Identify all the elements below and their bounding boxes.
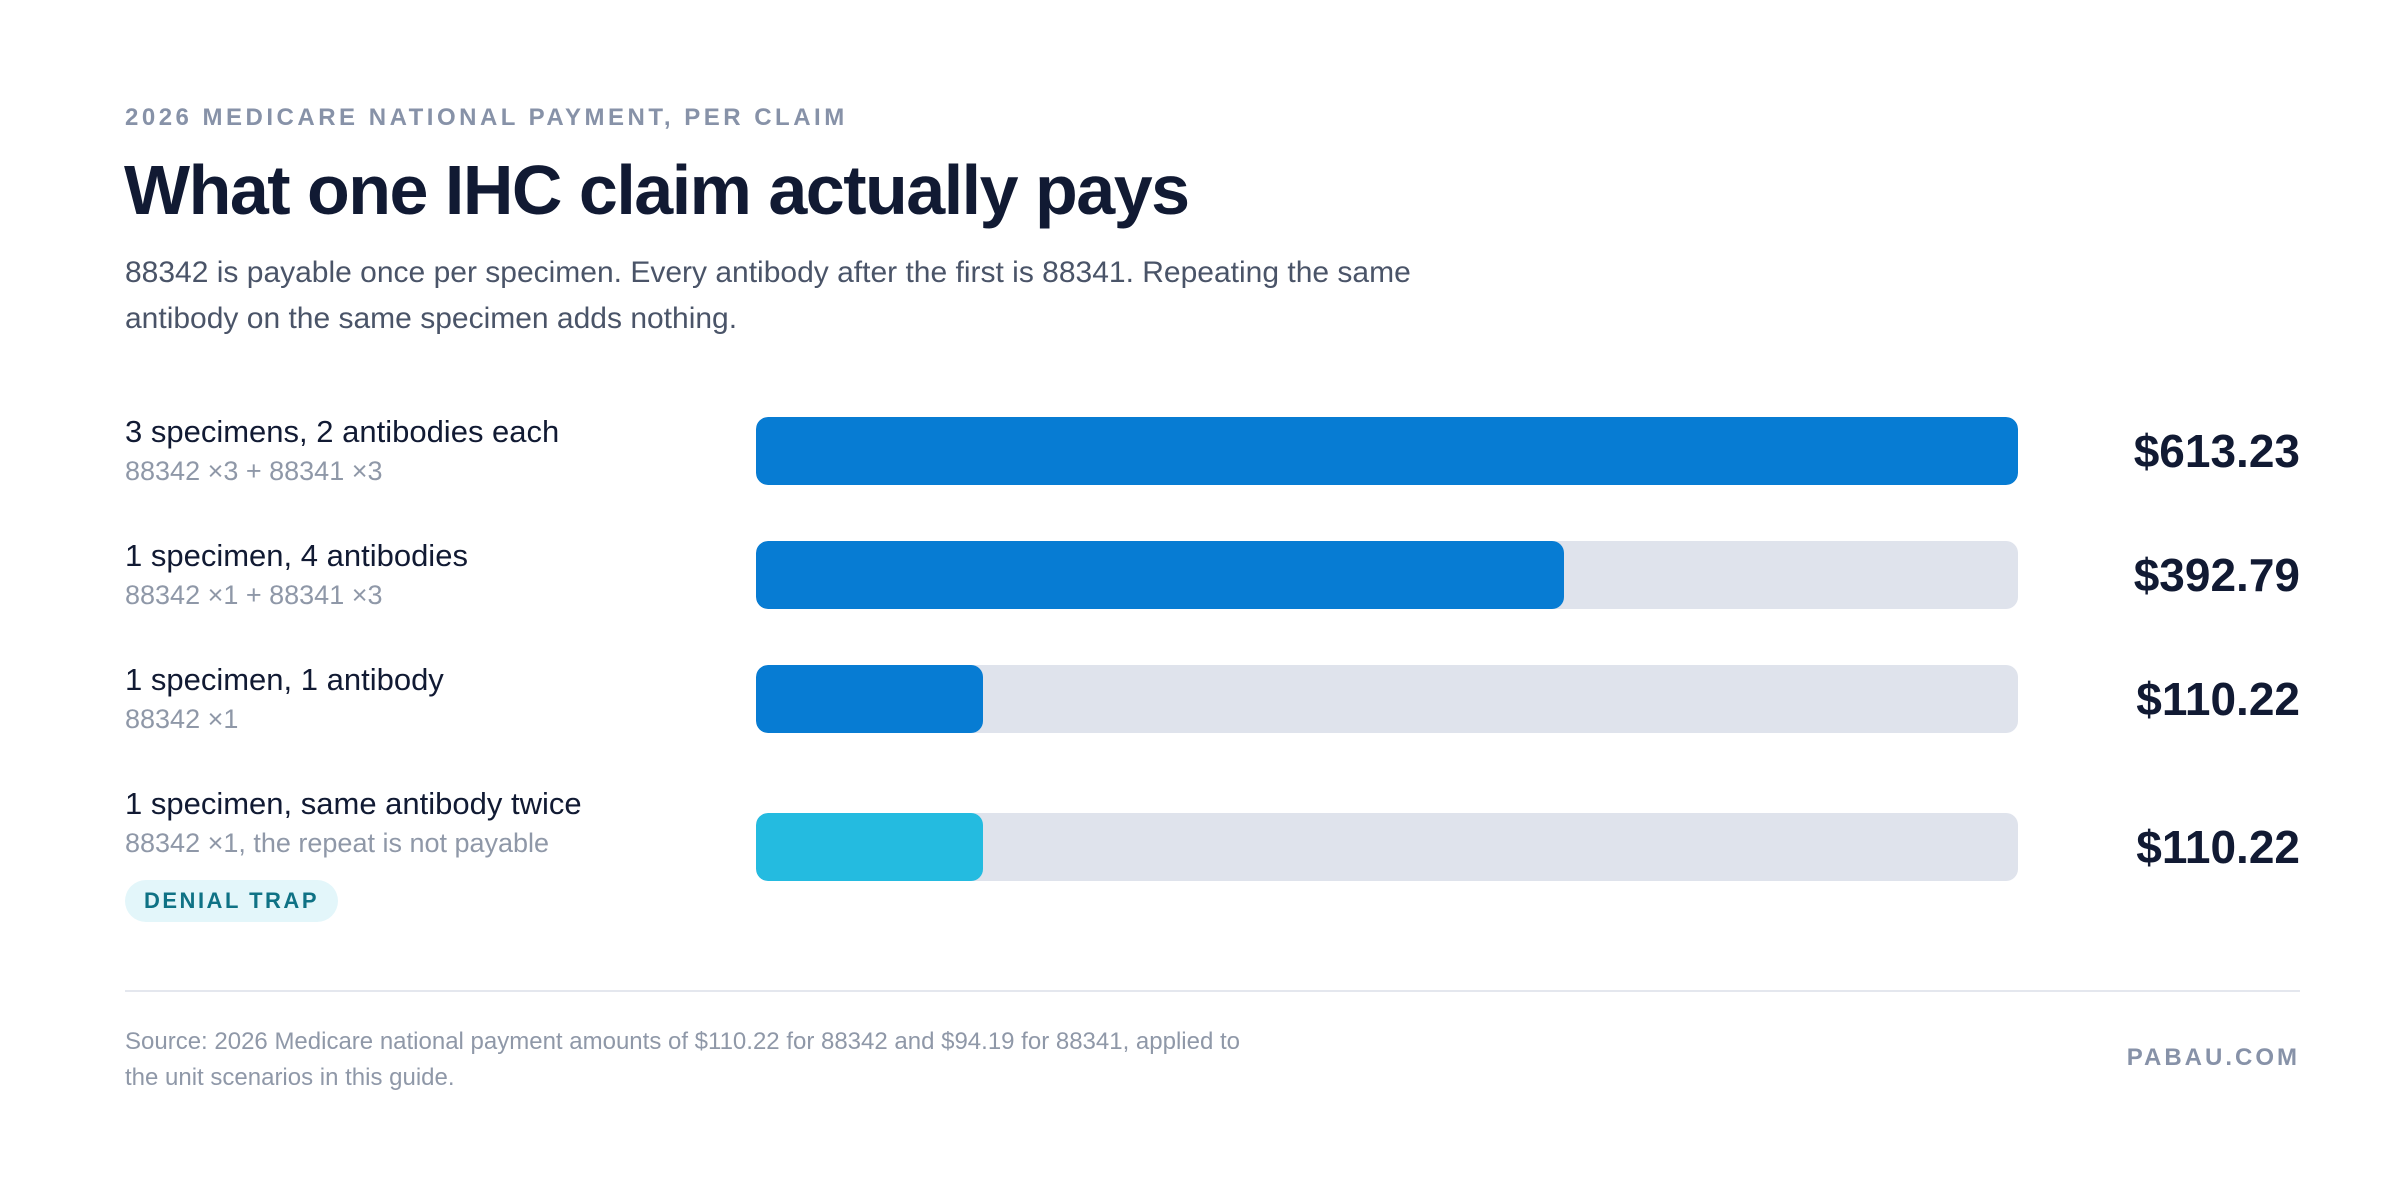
source-note: Source: 2026 Medicare national payment a… <box>125 1028 1241 1091</box>
row-formula: 88342 ×3 + 88341 ×3 <box>125 456 383 486</box>
chart-subtitle: 88342 is payable once per specimen. Ever… <box>125 256 1411 335</box>
bar <box>756 665 983 733</box>
denial-trap-badge: DENIAL TRAP <box>125 880 338 922</box>
row-label: 3 specimens, 2 antibodies each <box>125 414 560 449</box>
eyebrow-label: 2026 MEDICARE NATIONAL PAYMENT, PER CLAI… <box>125 104 848 131</box>
brand-link[interactable]: PABAU.COM <box>2126 1044 2300 1071</box>
value-label: $110.22 <box>2136 821 2300 873</box>
row-formula: 88342 ×1, the repeat is not payable <box>125 828 550 858</box>
row-formula: 88342 ×1 <box>125 704 239 734</box>
row-label: 1 specimen, 1 antibody <box>125 662 444 697</box>
bar-track <box>756 417 2018 485</box>
bar-track <box>756 541 2018 609</box>
row-label: 1 specimen, 4 antibodies <box>125 538 468 573</box>
bar-track <box>756 665 2018 733</box>
value-label: $392.79 <box>2133 549 2300 601</box>
bar <box>756 417 2018 485</box>
row-label: 1 specimen, same antibody twice <box>125 786 582 821</box>
bar-track <box>756 813 2018 881</box>
row-formula: 88342 ×1 + 88341 ×3 <box>125 580 383 610</box>
footer-divider <box>125 990 2300 992</box>
bar <box>756 541 1565 609</box>
value-label: $613.23 <box>2133 425 2300 477</box>
value-label: $110.22 <box>2136 673 2300 725</box>
chart-title: What one IHC claim actually pays <box>124 151 1190 229</box>
bar <box>756 813 983 881</box>
